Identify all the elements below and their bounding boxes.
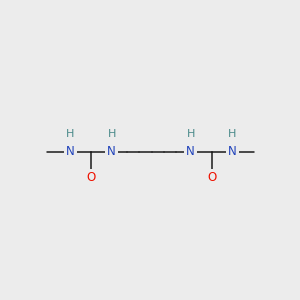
FancyBboxPatch shape [85, 169, 97, 185]
FancyBboxPatch shape [184, 143, 197, 160]
Text: N: N [186, 145, 195, 158]
FancyBboxPatch shape [206, 169, 217, 185]
Text: H: H [187, 129, 195, 139]
Text: N: N [107, 145, 116, 158]
Text: O: O [86, 171, 95, 184]
Text: N: N [66, 145, 74, 158]
Text: N: N [228, 145, 237, 158]
FancyBboxPatch shape [64, 143, 76, 160]
Text: H: H [107, 129, 116, 139]
Text: H: H [228, 129, 236, 139]
FancyBboxPatch shape [226, 143, 239, 160]
Text: O: O [207, 171, 216, 184]
FancyBboxPatch shape [105, 143, 118, 160]
Text: H: H [66, 129, 74, 139]
